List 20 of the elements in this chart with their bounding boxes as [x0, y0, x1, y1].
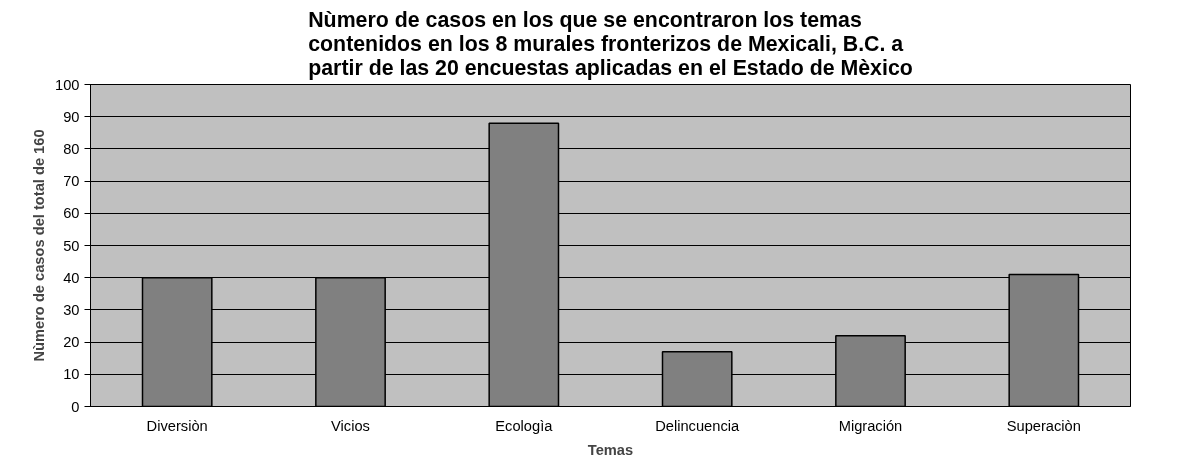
- x-tick-label: Migración: [838, 417, 903, 434]
- x-tick-label: Ecologìa: [495, 417, 554, 434]
- chart-title: Nùmero de casos en los que se encontraron los temas contenidos en los 8 murales fronterizos de Mexicali, B.C. a partir de las 20 encuestas aplicadas en el Estado de Mèxico: [308, 7, 913, 80]
- x-axis-title: Temas: [587, 441, 634, 458]
- y-axis-title: Nùmero de casos del total de 160: [31, 129, 48, 362]
- x-tick-label: Delincuencia: [655, 417, 740, 434]
- y-tick-label: 30: [63, 301, 80, 318]
- x-tick-label: Vicios: [331, 417, 370, 434]
- y-tick-label: 80: [63, 140, 80, 157]
- y-tick-label: 60: [63, 205, 80, 222]
- y-tick-label: 50: [63, 237, 80, 254]
- y-tick-label: 10: [63, 366, 80, 383]
- y-tick-label: 0: [71, 398, 80, 415]
- y-tick-label: 70: [63, 173, 80, 190]
- y-tick-label: 100: [55, 76, 80, 93]
- x-tick-label: Superaciòn: [1006, 417, 1081, 434]
- y-tick-label: 40: [63, 269, 80, 286]
- y-tick-label: 90: [63, 108, 80, 125]
- y-tick-label: 20: [63, 334, 80, 351]
- x-tick-label: Diversiòn: [146, 417, 208, 434]
